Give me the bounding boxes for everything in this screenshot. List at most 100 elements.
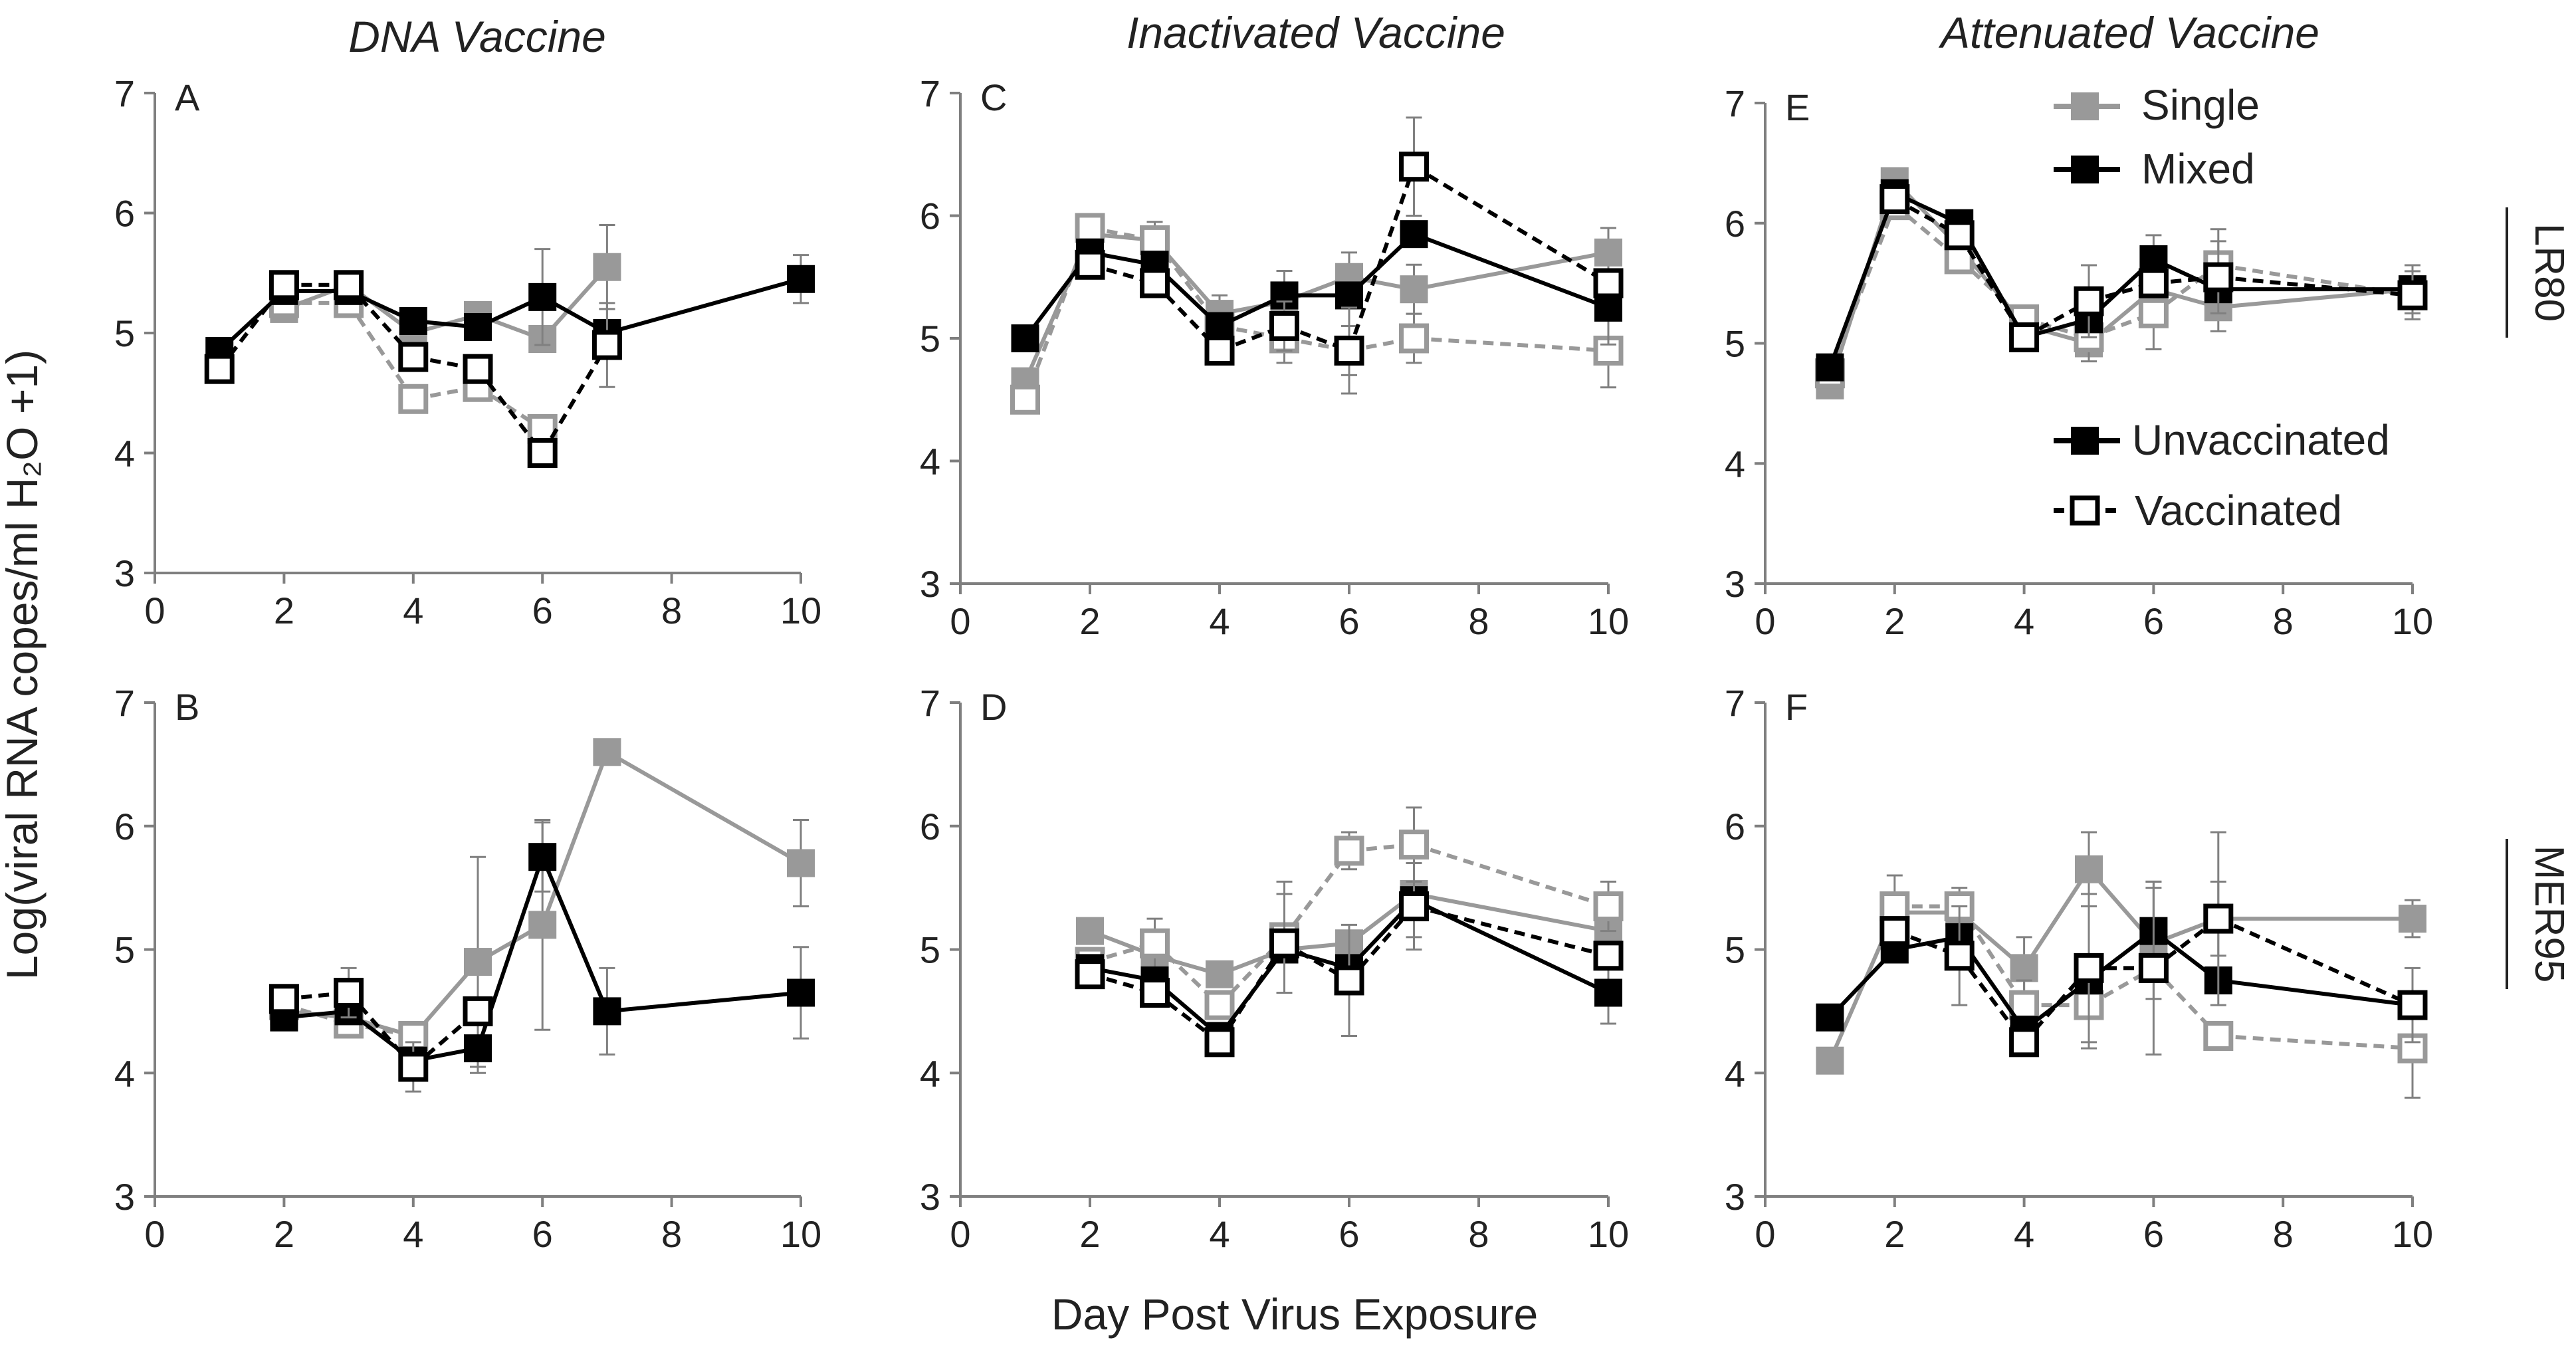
x-tick-label: 6: [532, 590, 553, 631]
data-point: [398, 384, 429, 414]
data-point: [1076, 917, 1104, 945]
data-point: [464, 948, 492, 976]
x-tick-label: 6: [532, 1213, 553, 1255]
y-tick-label: 7: [1725, 82, 1745, 124]
series-mixed-vaccinated: [268, 966, 493, 1093]
legend-marker-mixed: [2071, 156, 2099, 183]
series-line-segment: [1414, 336, 1609, 353]
panel-c: 3 4 5 6 7 0 2 4 6 8 10 C: [920, 72, 1629, 642]
panel-letter: F: [1785, 686, 1808, 728]
series-line-segment: [1957, 234, 2026, 339]
data-point: [2138, 298, 2169, 328]
x-tick-label: 8: [2273, 1213, 2294, 1255]
series-mixed-unvaccinated: [270, 821, 815, 1075]
data-point: [1206, 312, 1234, 340]
y-axis-label: Log(viral RNA copes/ml H₂O +1): [0, 350, 47, 980]
data-point: [399, 306, 427, 335]
data-point: [1400, 220, 1428, 249]
y-tick-label: 3: [114, 1176, 135, 1218]
x-tick-label: 2: [1079, 600, 1100, 642]
series-line-segment: [1413, 891, 1609, 933]
data-point: [2397, 990, 2428, 1020]
data-point: [1944, 941, 1975, 971]
data-point: [1594, 293, 1622, 322]
x-tick-label: 10: [1588, 1213, 1629, 1255]
data-point: [1594, 978, 1622, 1007]
y-tick-label: 7: [114, 682, 135, 724]
data-point: [1399, 830, 1429, 860]
data-point: [2203, 903, 2234, 934]
data-point: [1075, 959, 1105, 990]
y-tick-label: 6: [1725, 203, 1745, 245]
column-title-dna: DNA Vaccine: [348, 12, 606, 61]
x-tick-label: 4: [403, 590, 423, 631]
data-point: [1334, 836, 1364, 866]
column-title-attenuated: Attenuated Vaccine: [1938, 8, 2319, 57]
series-line-segment: [1957, 905, 2026, 1006]
y-tick-label: 3: [1725, 563, 1745, 605]
panel-letter: E: [1785, 86, 1810, 128]
x-tick-label: 6: [2143, 1213, 2164, 1255]
y-tick-label: 5: [1725, 323, 1745, 365]
y-tick-label: 4: [114, 1052, 135, 1094]
series-line-segment: [2152, 917, 2220, 970]
data-point: [1334, 965, 1364, 996]
x-tick-label: 2: [1884, 1213, 1905, 1255]
data-point: [2203, 262, 2234, 292]
x-tick-label: 10: [1588, 600, 1629, 642]
panel-e: 3 4 5 6 7 0 2 4 6 8 10 E: [1725, 82, 2433, 642]
data-point: [1140, 268, 1170, 298]
y-tick-label: 6: [920, 806, 940, 848]
data-point: [1204, 990, 1235, 1020]
data-point: [334, 978, 364, 1008]
y-tick-label: 4: [1725, 443, 1745, 485]
panel-letter: A: [175, 76, 200, 118]
data-point: [2009, 322, 2040, 352]
y-tick-label: 4: [920, 1052, 940, 1094]
data-point: [1269, 928, 1299, 959]
data-point: [398, 1052, 429, 1082]
series-single-unvaccinated: [270, 224, 621, 354]
x-tick-label: 4: [403, 1213, 423, 1255]
data-point: [528, 282, 557, 311]
series-line-segment: [1413, 842, 1609, 909]
series-line-segment: [1153, 991, 1221, 1044]
series-mixed-vaccinated: [1075, 116, 1624, 395]
series-line-segment: [607, 990, 802, 1014]
data-point: [2138, 268, 2169, 298]
legend-label-mixed: Mixed: [2141, 145, 2255, 193]
data-point: [1140, 978, 1170, 1008]
series-line-segment: [540, 856, 609, 1012]
y-tick-label: 5: [114, 312, 135, 354]
data-point: [1593, 268, 1624, 298]
series-line-segment: [1828, 204, 1897, 374]
data-point: [528, 911, 557, 939]
data-point: [463, 354, 493, 384]
x-tick-label: 0: [144, 1213, 165, 1255]
data-point: [1399, 323, 1429, 354]
y-tick-label: 7: [1725, 682, 1745, 724]
x-tick-label: 10: [2392, 600, 2433, 642]
x-tick-label: 10: [780, 590, 821, 631]
panel-a: 3 4 5 6 7 0 2 4 6 8 10 A: [114, 72, 821, 631]
x-tick-label: 8: [661, 1213, 682, 1255]
series-line-segment: [347, 302, 415, 400]
series-line-segment: [1218, 942, 1287, 1044]
panel-d: 3 4 5 6 7 0 2 4 6 8 10 D: [920, 682, 1629, 1255]
data-point: [1075, 213, 1105, 243]
series-line-segment: [540, 751, 609, 926]
y-tick-label: 7: [920, 72, 940, 114]
x-tick-label: 4: [1209, 600, 1230, 642]
x-tick-label: 8: [2273, 600, 2294, 642]
y-tick-label: 5: [1725, 929, 1745, 971]
series-line-segment: [1413, 898, 1610, 995]
data-point: [1593, 941, 1624, 971]
legend-label-unvaccinated: Unvaccinated: [2132, 416, 2390, 464]
data-point: [1593, 891, 1624, 921]
data-point: [528, 843, 557, 871]
legend-marker-vaccinated: [2070, 495, 2100, 526]
data-point: [2203, 1021, 2234, 1052]
data-point: [1879, 184, 1910, 215]
data-point: [1399, 891, 1429, 921]
data-point: [1879, 891, 1910, 921]
